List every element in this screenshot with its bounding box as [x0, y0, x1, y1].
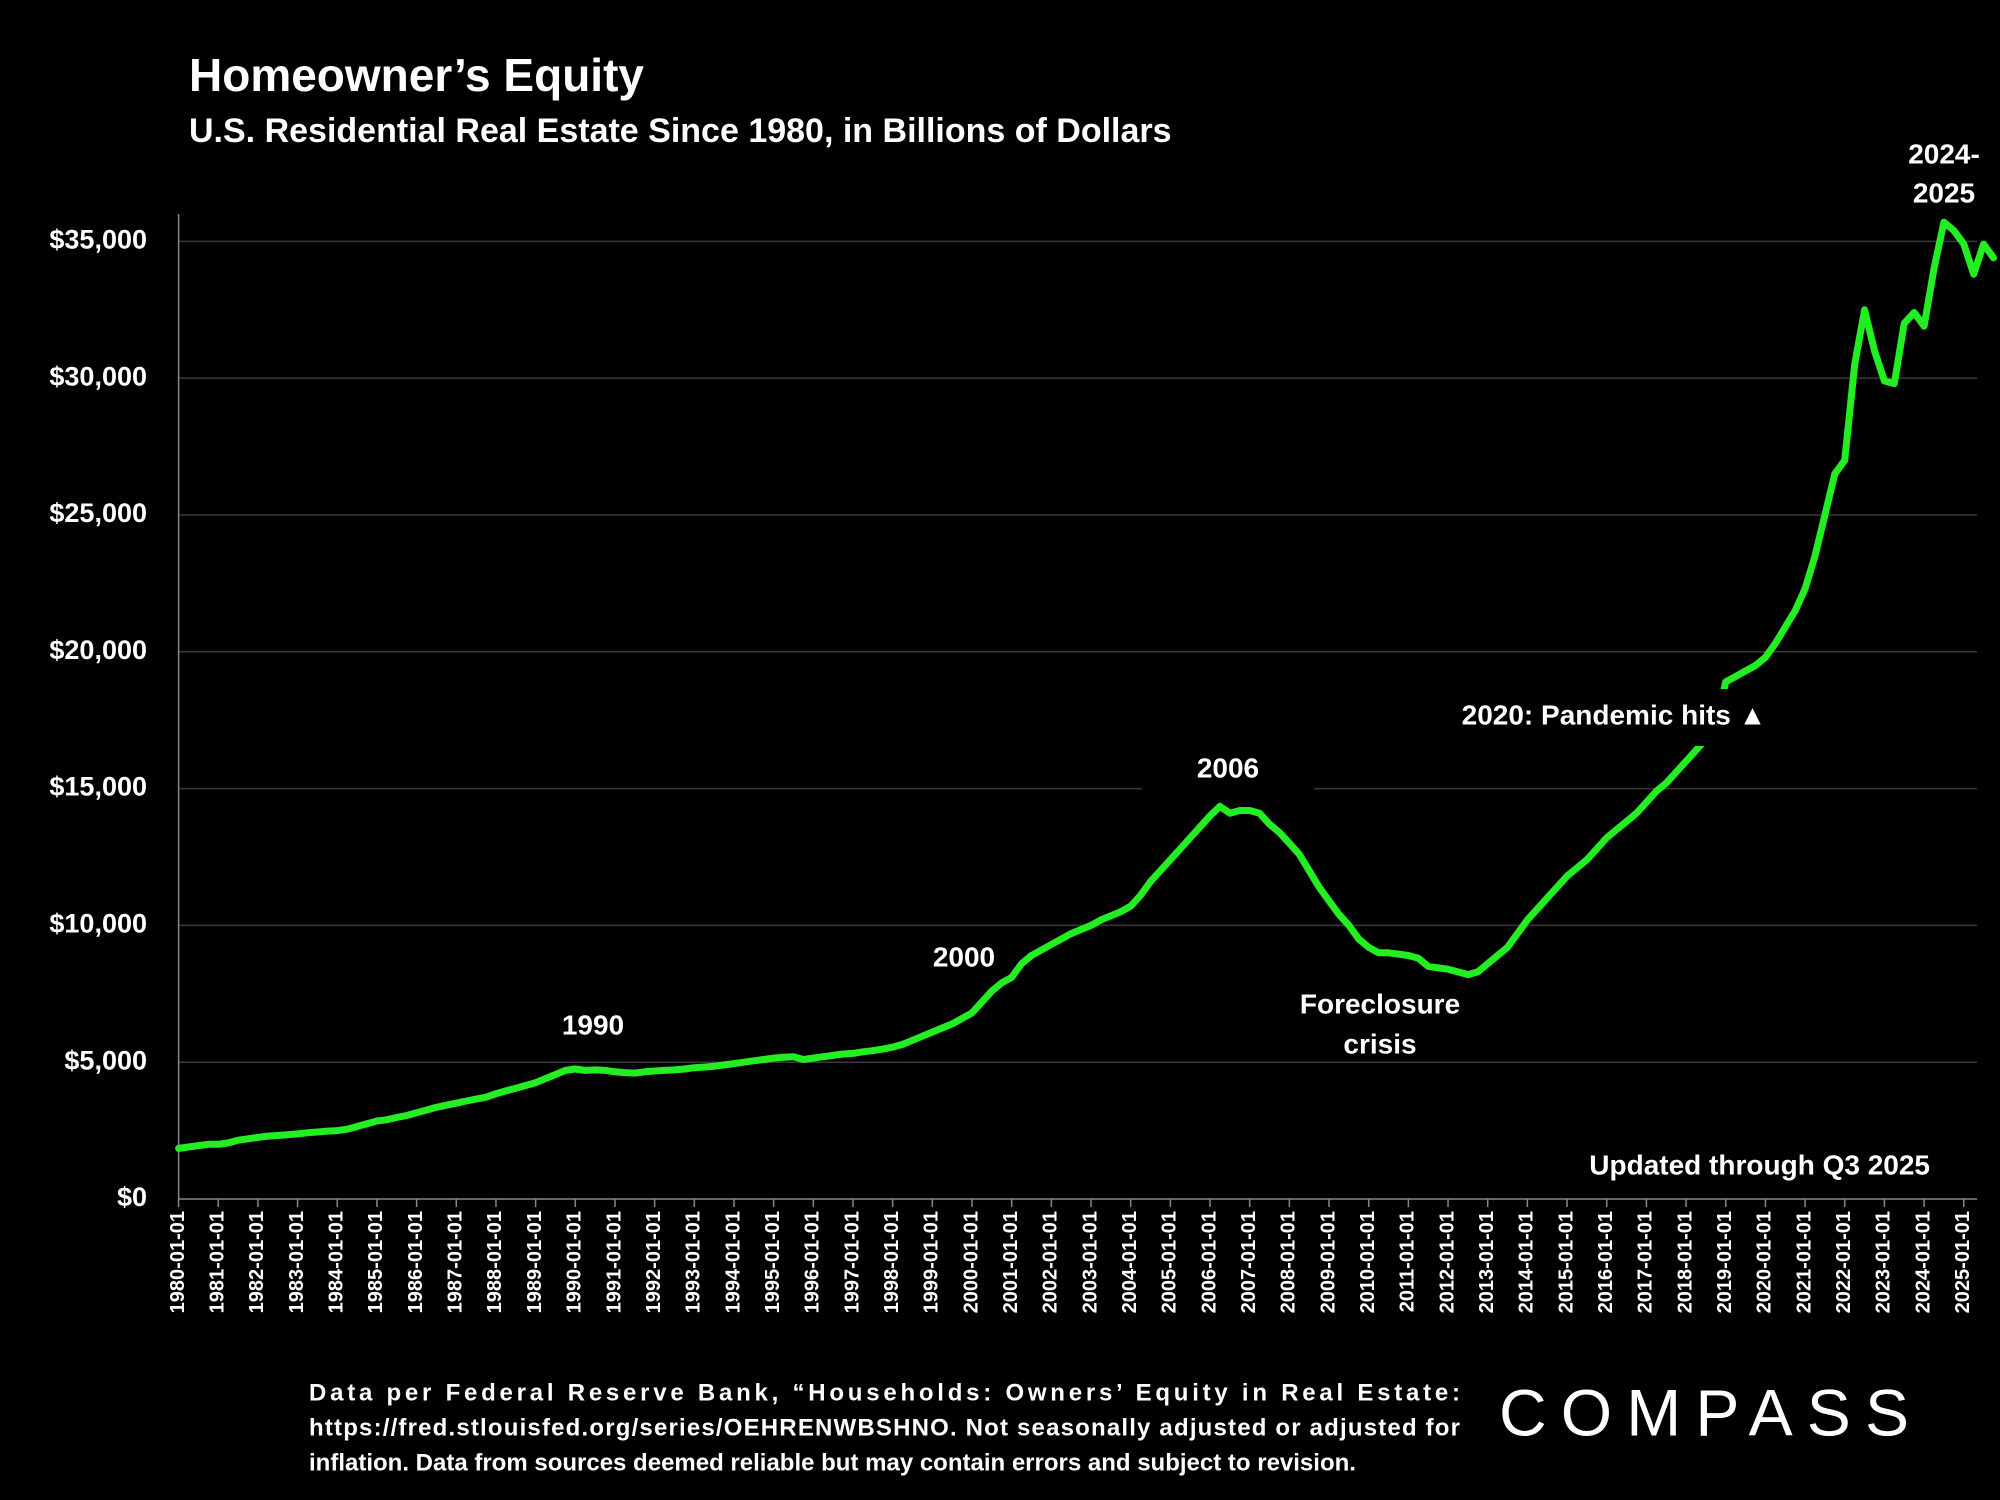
x-tick-label: 2006-01-01 — [1198, 1211, 1220, 1313]
x-tick-label: 2022-01-01 — [1833, 1211, 1855, 1313]
y-tick-label: $25,000 — [49, 498, 147, 528]
label-box — [1441, 689, 1786, 746]
x-tick-label: 1996-01-01 — [802, 1211, 824, 1313]
annotation: 1990 — [562, 1009, 624, 1040]
x-tick-label: 1991-01-01 — [603, 1211, 625, 1313]
x-tick-label: 2025-01-01 — [1952, 1211, 1974, 1313]
logo: COMPASS — [1499, 1375, 1919, 1449]
annotation: 2006 — [1197, 752, 1259, 783]
x-tick-label: 1994-01-01 — [722, 1211, 744, 1313]
x-tick-label: 1989-01-01 — [524, 1211, 546, 1313]
annotation: 2024- — [1908, 138, 1980, 169]
x-tick-label: 2023-01-01 — [1873, 1211, 1895, 1313]
y-tick-label: $20,000 — [49, 635, 147, 665]
x-tick-label: 1981-01-01 — [207, 1211, 229, 1313]
x-tick-label: 1984-01-01 — [326, 1211, 348, 1313]
x-tick-label: 2012-01-01 — [1436, 1211, 1458, 1313]
x-tick-label: 2001-01-01 — [1000, 1211, 1022, 1313]
x-tick-label: 2021-01-01 — [1793, 1211, 1815, 1313]
chart-title: Homeowner’s Equity — [189, 49, 644, 101]
x-tick-label: 2004-01-01 — [1119, 1211, 1141, 1313]
x-tick-label: 1988-01-01 — [484, 1211, 506, 1313]
annotation: 2025 — [1913, 177, 1975, 208]
data-line — [175, 218, 1997, 1152]
x-tick-label: 2014-01-01 — [1516, 1211, 1538, 1313]
x-tick-label: 1987-01-01 — [445, 1211, 467, 1313]
x-tick-label: 2009-01-01 — [1317, 1211, 1339, 1313]
x-tick-label: 2020-01-01 — [1754, 1211, 1776, 1313]
annotation: Foreclosure — [1300, 988, 1460, 1019]
annotation: 2020: Pandemic hits ▲ — [1462, 699, 1767, 730]
annotation: Updated through Q3 2025 — [1589, 1149, 1930, 1180]
x-tick-label: 1993-01-01 — [683, 1211, 705, 1313]
x-tick-label: 1992-01-01 — [643, 1211, 665, 1313]
x-tick-label: 2002-01-01 — [1040, 1211, 1062, 1313]
footnote: https://fred.stlouisfed.org/series/OEHRE… — [309, 1414, 1460, 1441]
y-tick-label: $30,000 — [49, 361, 147, 391]
x-tick-label: 1990-01-01 — [564, 1211, 586, 1313]
x-tick-label: 2008-01-01 — [1278, 1211, 1300, 1313]
label-box — [1142, 748, 1314, 790]
y-tick-label: $10,000 — [49, 909, 147, 939]
x-tick-label: 1980-01-01 — [167, 1211, 189, 1313]
x-tick-label: 1999-01-01 — [921, 1211, 943, 1313]
x-tick-label: 2003-01-01 — [1079, 1211, 1101, 1313]
x-tick-label: 2005-01-01 — [1159, 1211, 1181, 1313]
annotation: 2000 — [933, 941, 995, 972]
x-tick-label: 2017-01-01 — [1635, 1211, 1657, 1313]
x-tick-label: 1986-01-01 — [405, 1211, 427, 1313]
x-tick-label: 2010-01-01 — [1357, 1211, 1379, 1313]
x-tick-label: 2016-01-01 — [1595, 1211, 1617, 1313]
x-tick-label: 2007-01-01 — [1238, 1211, 1260, 1313]
annotation: crisis — [1343, 1028, 1416, 1059]
x-tick-label: 2015-01-01 — [1555, 1211, 1577, 1313]
x-tick-label: 2013-01-01 — [1476, 1211, 1498, 1313]
y-tick-label: $0 — [117, 1182, 147, 1212]
x-tick-label: 2024-01-01 — [1912, 1211, 1934, 1313]
x-tick-label: 2011-01-01 — [1397, 1211, 1419, 1312]
chart-subtitle: U.S. Residential Real Estate Since 1980,… — [189, 112, 1172, 150]
x-tick-label: 1983-01-01 — [286, 1211, 308, 1313]
x-tick-label: 2000-01-01 — [960, 1211, 982, 1313]
y-tick-label: $35,000 — [49, 224, 147, 254]
x-tick-label: 2019-01-01 — [1714, 1211, 1736, 1313]
x-tick-label: 1982-01-01 — [246, 1211, 268, 1313]
x-tick-label: 1995-01-01 — [762, 1211, 784, 1313]
x-tick-label: 2018-01-01 — [1674, 1211, 1696, 1313]
footnote: Data per Federal Reserve Bank, “Househol… — [309, 1379, 1460, 1406]
y-tick-label: $15,000 — [49, 772, 147, 802]
y-tick-label: $5,000 — [64, 1045, 147, 1075]
footnote: inflation. Data from sources deemed reli… — [309, 1449, 1356, 1476]
x-tick-label: 1998-01-01 — [881, 1211, 903, 1313]
x-tick-label: 1985-01-01 — [365, 1211, 387, 1313]
x-tick-label: 1997-01-01 — [841, 1211, 863, 1313]
